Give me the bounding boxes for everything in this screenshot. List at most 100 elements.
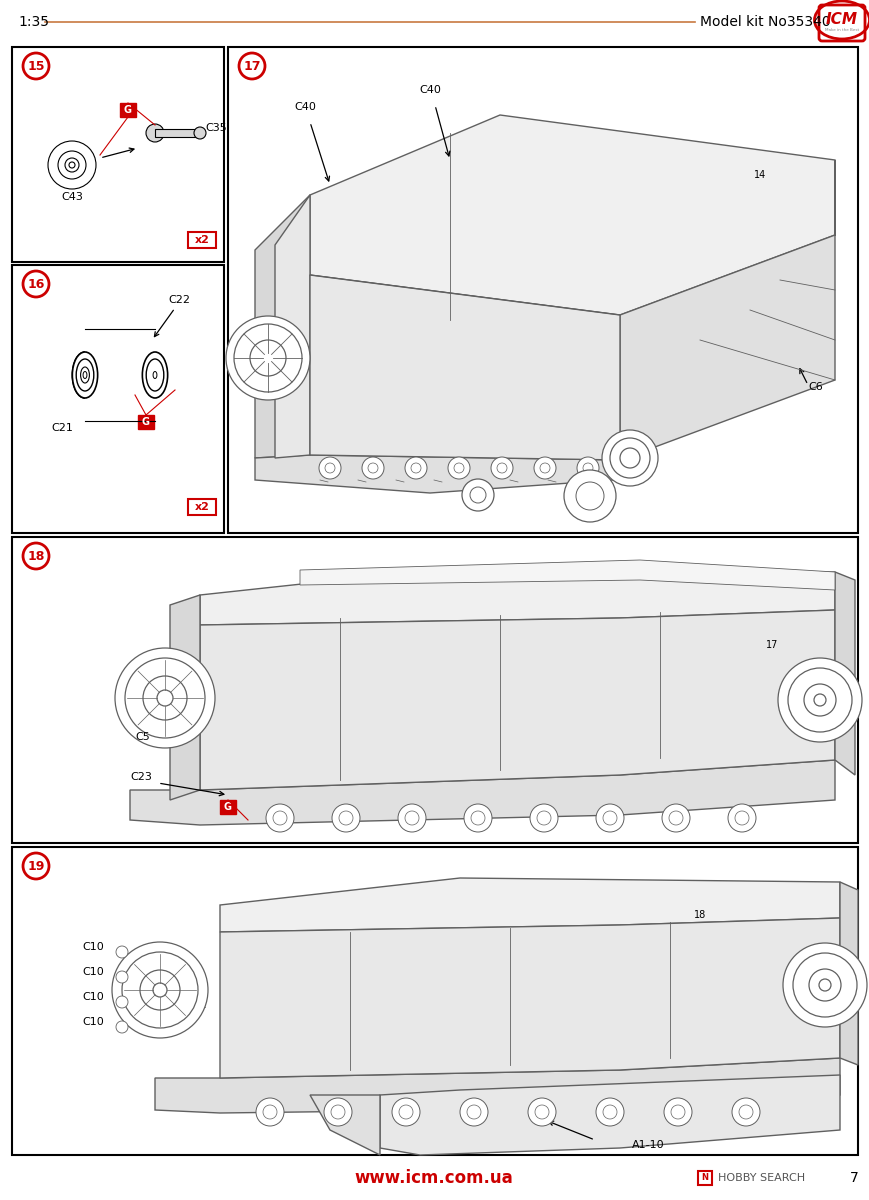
Polygon shape bbox=[255, 194, 310, 458]
Text: x2: x2 bbox=[195, 235, 209, 245]
Circle shape bbox=[58, 151, 86, 179]
Circle shape bbox=[467, 486, 485, 504]
Circle shape bbox=[664, 1098, 692, 1126]
Circle shape bbox=[448, 457, 470, 479]
Text: C40: C40 bbox=[419, 85, 441, 95]
Circle shape bbox=[491, 457, 513, 479]
Circle shape bbox=[610, 438, 650, 478]
Text: C23: C23 bbox=[130, 772, 152, 782]
Text: 15: 15 bbox=[27, 60, 44, 72]
Circle shape bbox=[226, 316, 310, 400]
Circle shape bbox=[540, 463, 550, 473]
Circle shape bbox=[234, 324, 302, 392]
Text: 1:35: 1:35 bbox=[18, 14, 49, 29]
Circle shape bbox=[596, 804, 624, 832]
Bar bbox=[220, 800, 236, 814]
Bar bbox=[698, 1171, 712, 1186]
Bar bbox=[85, 329, 155, 421]
Circle shape bbox=[319, 457, 341, 479]
Bar bbox=[188, 232, 216, 248]
Circle shape bbox=[116, 946, 128, 958]
Circle shape bbox=[620, 448, 640, 468]
Circle shape bbox=[65, 158, 79, 172]
Polygon shape bbox=[310, 275, 620, 460]
Polygon shape bbox=[130, 760, 835, 826]
Circle shape bbox=[153, 983, 167, 997]
Circle shape bbox=[460, 1098, 488, 1126]
Polygon shape bbox=[310, 115, 835, 314]
Text: C5: C5 bbox=[135, 732, 149, 742]
Circle shape bbox=[405, 811, 419, 826]
Circle shape bbox=[331, 1105, 345, 1118]
Polygon shape bbox=[170, 595, 200, 800]
Circle shape bbox=[157, 690, 173, 706]
Circle shape bbox=[576, 482, 604, 510]
Polygon shape bbox=[155, 1058, 840, 1114]
Circle shape bbox=[537, 811, 551, 826]
Text: 17: 17 bbox=[243, 60, 261, 72]
Text: N: N bbox=[701, 1174, 708, 1182]
Circle shape bbox=[471, 811, 485, 826]
Circle shape bbox=[467, 1105, 481, 1118]
Circle shape bbox=[596, 1098, 624, 1126]
Circle shape bbox=[324, 1098, 352, 1126]
Circle shape bbox=[143, 676, 187, 720]
Circle shape bbox=[122, 952, 198, 1028]
Text: C40: C40 bbox=[294, 102, 316, 112]
Ellipse shape bbox=[72, 352, 97, 398]
Circle shape bbox=[398, 804, 426, 832]
Circle shape bbox=[116, 1021, 128, 1033]
Circle shape bbox=[535, 1105, 549, 1118]
Circle shape bbox=[332, 804, 360, 832]
Circle shape bbox=[577, 457, 599, 479]
Circle shape bbox=[788, 668, 852, 732]
Circle shape bbox=[462, 479, 494, 511]
Bar bbox=[12, 47, 224, 262]
Ellipse shape bbox=[72, 352, 97, 398]
Text: 15: 15 bbox=[470, 490, 482, 500]
Circle shape bbox=[146, 124, 164, 142]
Circle shape bbox=[263, 1105, 277, 1118]
Circle shape bbox=[23, 542, 49, 569]
Text: 18: 18 bbox=[27, 550, 44, 563]
Circle shape bbox=[603, 811, 617, 826]
Circle shape bbox=[399, 1105, 413, 1118]
Circle shape bbox=[48, 140, 96, 188]
Text: C35: C35 bbox=[205, 122, 227, 133]
Circle shape bbox=[256, 1098, 284, 1126]
Text: 7: 7 bbox=[850, 1171, 859, 1186]
Text: G: G bbox=[224, 802, 232, 812]
Text: C10: C10 bbox=[82, 992, 103, 1002]
Text: Make in the Best: Make in the Best bbox=[825, 28, 859, 32]
Circle shape bbox=[116, 971, 128, 983]
Circle shape bbox=[194, 127, 206, 139]
Circle shape bbox=[669, 811, 683, 826]
Circle shape bbox=[405, 457, 427, 479]
Circle shape bbox=[273, 811, 287, 826]
Text: C22: C22 bbox=[168, 295, 190, 305]
Text: G: G bbox=[124, 104, 132, 115]
Circle shape bbox=[793, 953, 857, 1018]
Circle shape bbox=[814, 694, 826, 706]
Circle shape bbox=[732, 1098, 760, 1126]
Circle shape bbox=[602, 430, 658, 486]
Text: 16: 16 bbox=[584, 492, 596, 502]
Polygon shape bbox=[275, 194, 310, 458]
Polygon shape bbox=[840, 882, 858, 1066]
Text: C21: C21 bbox=[51, 422, 73, 433]
Text: C43: C43 bbox=[61, 192, 83, 202]
Ellipse shape bbox=[83, 372, 87, 378]
Circle shape bbox=[778, 658, 862, 742]
Text: x2: x2 bbox=[195, 502, 209, 512]
Circle shape bbox=[411, 463, 421, 473]
Circle shape bbox=[140, 970, 180, 1010]
Circle shape bbox=[534, 457, 556, 479]
Circle shape bbox=[464, 804, 492, 832]
Circle shape bbox=[392, 1098, 420, 1126]
Circle shape bbox=[809, 970, 841, 1001]
Ellipse shape bbox=[81, 367, 90, 383]
Circle shape bbox=[689, 904, 711, 926]
Text: HOBBY SEARCH: HOBBY SEARCH bbox=[718, 1174, 805, 1183]
FancyBboxPatch shape bbox=[819, 5, 865, 41]
Ellipse shape bbox=[83, 372, 87, 378]
